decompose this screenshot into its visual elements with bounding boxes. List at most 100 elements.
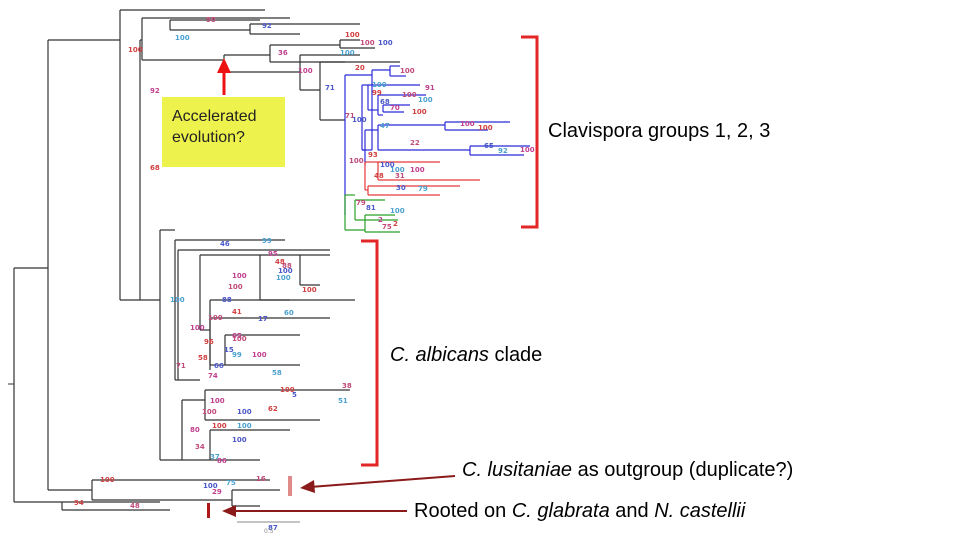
support-value: 29 — [212, 488, 222, 496]
support-value: 91 — [425, 84, 435, 92]
albicans-label: C. albicans clade — [390, 344, 542, 367]
support-value: 100 — [232, 436, 247, 444]
support-value: 100 — [345, 31, 360, 39]
support-value: 66 — [214, 362, 224, 370]
support-value: 47 — [380, 122, 390, 130]
support-value: 100 — [390, 166, 405, 174]
support-value: 2 — [378, 216, 383, 224]
root-marker — [207, 503, 210, 518]
support-value: 87 — [268, 524, 278, 532]
support-value: 88 — [282, 262, 292, 270]
lusitaniae-arrow-shaft — [309, 475, 456, 488]
support-value: 48 — [374, 172, 384, 180]
support-value: 36 — [278, 49, 288, 57]
support-value: 31 — [395, 172, 405, 180]
support-value: 58 — [198, 354, 208, 362]
support-value: 100 — [280, 386, 295, 394]
support-value: 75 — [226, 479, 236, 487]
support-value: 68 — [150, 164, 160, 172]
support-value: 100 — [278, 267, 293, 275]
support-value: 100 — [212, 422, 227, 430]
support-value: 79 — [418, 185, 428, 193]
rooted-label: Rooted on C. glabrata and N. castellii — [414, 500, 745, 523]
support-value: 100 — [210, 397, 225, 405]
support-value: 100 — [190, 324, 205, 332]
accelerated-evolution-callout: Accelerated evolution? — [162, 97, 285, 167]
support-value: 80 — [190, 426, 200, 434]
support-value: 71 — [176, 362, 186, 370]
support-value: 79 — [356, 199, 366, 207]
support-value: 75 — [382, 223, 392, 231]
support-value: 92 — [262, 22, 272, 30]
support-value: 99 — [232, 351, 242, 359]
support-value: 34 — [195, 443, 205, 451]
support-value: 100 — [402, 91, 417, 99]
lusitaniae-arrow-head — [300, 480, 315, 493]
support-value: 88 — [222, 296, 232, 304]
support-value: 5 — [292, 391, 297, 399]
support-value: 99 — [262, 237, 272, 245]
rooted-species-2: N. castellii — [654, 500, 746, 522]
support-value: 100 — [390, 207, 405, 215]
support-value: 100 — [175, 34, 190, 42]
support-value: 100 — [232, 335, 247, 343]
support-value: 15 — [224, 346, 234, 354]
support-value: 92 — [498, 147, 508, 155]
support-value: 100 — [128, 46, 143, 54]
support-value: 100 — [232, 272, 247, 280]
support-value: 22 — [410, 139, 420, 147]
albicans-suffix: clade — [488, 344, 543, 366]
rooted-prefix: Rooted on — [414, 500, 512, 522]
support-value: 100 — [170, 296, 185, 304]
support-value: 93 — [368, 151, 378, 159]
support-value: 100 — [100, 476, 115, 484]
support-value: 98 — [206, 16, 216, 24]
support-value: 100 — [208, 314, 223, 322]
support-value: 92 — [150, 87, 160, 95]
rooted-arrow-head — [222, 505, 236, 517]
support-value: 100 — [252, 351, 267, 359]
support-value: 100 — [372, 81, 387, 89]
support-value: 65 — [232, 332, 242, 340]
support-value: 100 — [418, 96, 433, 104]
support-value: 94 — [74, 499, 84, 507]
callout-line-1: Accelerated — [172, 108, 257, 125]
support-value: 51 — [338, 397, 348, 405]
lusitaniae-suffix: as outgroup (duplicate?) — [572, 459, 794, 481]
support-value: 65 — [484, 142, 494, 150]
support-value: 2 — [393, 220, 398, 228]
support-value: 41 — [232, 308, 242, 316]
support-value: 38 — [342, 382, 352, 390]
support-value: 48 — [275, 258, 285, 266]
support-value: 100 — [349, 157, 364, 165]
rooted-species-1: C. glabrata — [511, 500, 610, 522]
support-value: 71 — [325, 84, 335, 92]
support-value: 30 — [396, 184, 406, 192]
scale-bar-label: 0.5 — [264, 528, 274, 535]
support-value: 68 — [380, 98, 390, 106]
support-value: 71 — [345, 112, 355, 120]
up-arrow-head — [217, 58, 231, 73]
support-value: 100 — [237, 422, 252, 430]
support-value: 60 — [284, 309, 294, 317]
albicans-bracket — [361, 239, 379, 467]
support-value: 100 — [202, 408, 217, 416]
support-value: 62 — [268, 405, 278, 413]
support-value: 100 — [340, 49, 355, 57]
annotation-overlays: 0.5 — [8, 35, 539, 535]
support-value: 100 — [400, 67, 415, 75]
tree-branches — [13, 9, 530, 511]
support-value: 100 — [410, 166, 425, 174]
support-value: 70 — [390, 104, 400, 112]
support-value: 16 — [256, 475, 266, 483]
support-value: 100 — [412, 108, 427, 116]
support-value: 100 — [203, 482, 218, 490]
support-value: 100 — [352, 116, 367, 124]
support-value: 46 — [220, 240, 230, 248]
support-value: 17 — [258, 315, 268, 323]
support-value: 20 — [355, 64, 365, 72]
support-value: 96 — [204, 338, 214, 346]
rooted-and: and — [609, 500, 655, 522]
support-value: 37 — [210, 453, 220, 461]
support-value: 100 — [237, 408, 252, 416]
